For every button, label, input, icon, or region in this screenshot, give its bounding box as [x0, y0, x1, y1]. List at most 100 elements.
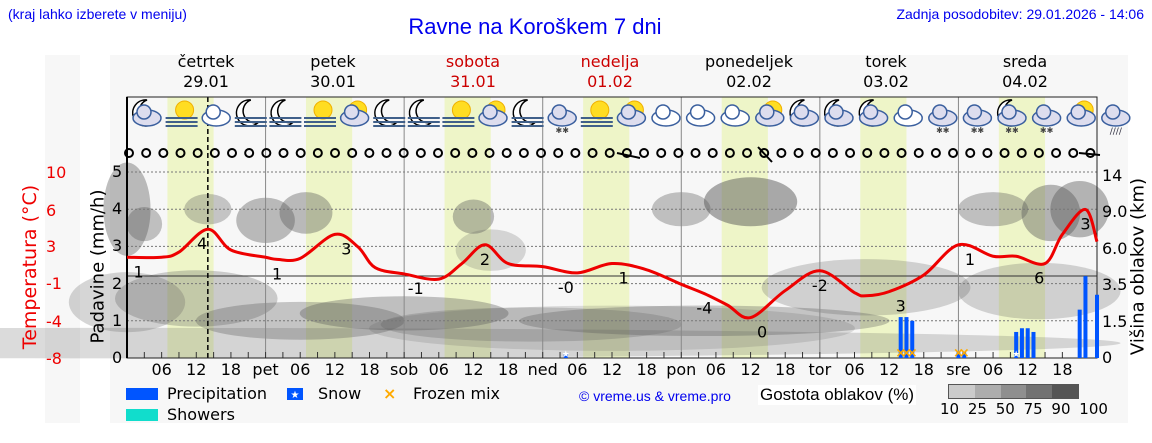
temperature-label: -1	[408, 279, 424, 298]
cloud-height-axis-title: Višina oblakov (km)	[1127, 177, 1149, 356]
precipitation-bar	[1095, 294, 1099, 358]
moon-cloud-icon	[858, 99, 889, 127]
cloud-density-patch	[761, 259, 971, 316]
hour-label: 18	[497, 360, 519, 379]
temp-tick: 6	[46, 201, 57, 220]
cloud-snow-icon: ✱✱	[547, 104, 577, 135]
day-date: 04.02	[1002, 72, 1048, 91]
hour-label: 06	[290, 360, 311, 379]
cloud-density-title: Gostota oblakov (%)	[758, 385, 917, 405]
sun-cloud-icon	[1066, 100, 1096, 127]
wind-calm-marker	[141, 148, 152, 158]
wind-calm-marker	[347, 148, 358, 158]
wind-calm-marker	[536, 148, 547, 158]
credit-link[interactable]: © vreme.us & vreme.pro	[579, 388, 731, 404]
moon-fog-icon	[373, 99, 406, 127]
wind-calm-marker	[450, 148, 461, 158]
moon-fog-icon	[407, 99, 440, 127]
wind-calm-marker	[656, 148, 667, 158]
hour-label: 18	[220, 360, 242, 379]
hour-label: 18	[913, 360, 934, 379]
snow-icon: ★	[287, 388, 303, 400]
cloud-density-patch	[703, 177, 798, 227]
day-date: 31.01	[450, 72, 496, 91]
temperature-label: -4	[696, 299, 712, 318]
frozen-mix-icon: ×	[383, 384, 397, 403]
daylight-band	[721, 97, 768, 358]
cloud-sleet-icon: ✱✱	[1031, 104, 1062, 135]
svg-text:✱✱: ✱✱	[971, 126, 985, 135]
legend-precipitation: Precipitation	[167, 384, 268, 403]
temp-tick: 10	[46, 163, 67, 182]
day-name: sobota	[445, 52, 501, 71]
wind-calm-marker	[1033, 148, 1044, 158]
hour-label: 12	[463, 360, 484, 379]
temperature-label: 1	[965, 250, 975, 269]
hour-label: tor	[808, 360, 832, 379]
precipitation-bar	[1031, 331, 1036, 358]
svg-text:★: ★	[291, 390, 300, 400]
wind-calm-marker	[879, 148, 890, 158]
daylight-band	[167, 97, 214, 358]
day-name: nedelja	[580, 52, 640, 71]
frozen-mix-marker: ×	[901, 346, 912, 361]
wind-calm-marker	[690, 148, 701, 158]
cloud-density-patch	[380, 307, 682, 342]
wind-calm-marker	[158, 148, 169, 158]
wind-calm-marker	[484, 148, 495, 158]
hour-label: 06	[705, 360, 727, 379]
hour-label: pon	[666, 360, 697, 379]
day-date: 01.02	[587, 72, 633, 91]
precipitation-tick: 3	[112, 236, 123, 256]
cloud-icon	[651, 104, 681, 127]
temperature-label: -0	[558, 278, 574, 297]
precipitation-bar	[563, 354, 568, 358]
hour-label: sre	[946, 360, 971, 379]
hour-label: 12	[601, 360, 623, 379]
wind-calm-marker	[1068, 148, 1079, 158]
wind-calm-marker	[621, 148, 632, 158]
cloud-icon	[893, 104, 923, 127]
wind-calm-marker	[793, 148, 804, 158]
precipitation-tick: 5	[112, 162, 123, 181]
wind-calm-marker	[278, 148, 289, 158]
precipitation-bar	[898, 317, 903, 358]
precipitation-tick: 0	[112, 348, 123, 367]
precipitation-bar	[1014, 331, 1019, 358]
temp-axis-panel	[45, 55, 80, 423]
hour-label: 18	[636, 360, 657, 379]
cloud-density-patch	[455, 229, 526, 271]
cloud-density-patch	[279, 192, 333, 234]
sun-cloud-icon	[478, 100, 508, 127]
day-header: petek 30.01	[278, 52, 388, 92]
frozen-mix-marker: ×	[953, 346, 964, 361]
hour-label: sob	[390, 360, 419, 379]
hour-label: 18	[1052, 360, 1073, 379]
wind-calm-marker	[467, 148, 478, 158]
moon-snow-icon: ✱✱	[996, 99, 1027, 135]
moon-fog-icon	[234, 99, 267, 127]
moon-fog-icon	[511, 99, 544, 127]
day-header: torek 03.02	[831, 52, 941, 92]
hour-label: 12	[186, 360, 207, 379]
cloud-rain-icon: ////	[1101, 104, 1131, 137]
hour-label: 18	[775, 360, 796, 379]
temperature-label: 1	[272, 264, 282, 283]
temp-tick: 3	[46, 237, 57, 256]
moon-cloud-icon	[131, 99, 162, 127]
svg-text:✱✱: ✱✱	[1005, 126, 1019, 135]
snow-marker: ★	[562, 350, 570, 360]
daylight-band	[998, 97, 1046, 358]
day-header: četrtek 29.01	[151, 52, 261, 92]
wind-calm-marker	[312, 148, 323, 158]
menu-hint[interactable]: (kraj lahko izberete v meniju)	[8, 6, 187, 22]
precipitation-bar	[904, 317, 909, 358]
hour-label: 06	[567, 360, 588, 379]
wind-calm-marker	[982, 148, 993, 158]
svg-text:✱✱: ✱✱	[1040, 126, 1054, 135]
wind-calm-marker	[999, 148, 1010, 158]
wind-calm-marker	[570, 148, 581, 158]
wind-calm-marker	[827, 148, 838, 158]
cloud-height-tick: 9.0	[1102, 202, 1128, 222]
